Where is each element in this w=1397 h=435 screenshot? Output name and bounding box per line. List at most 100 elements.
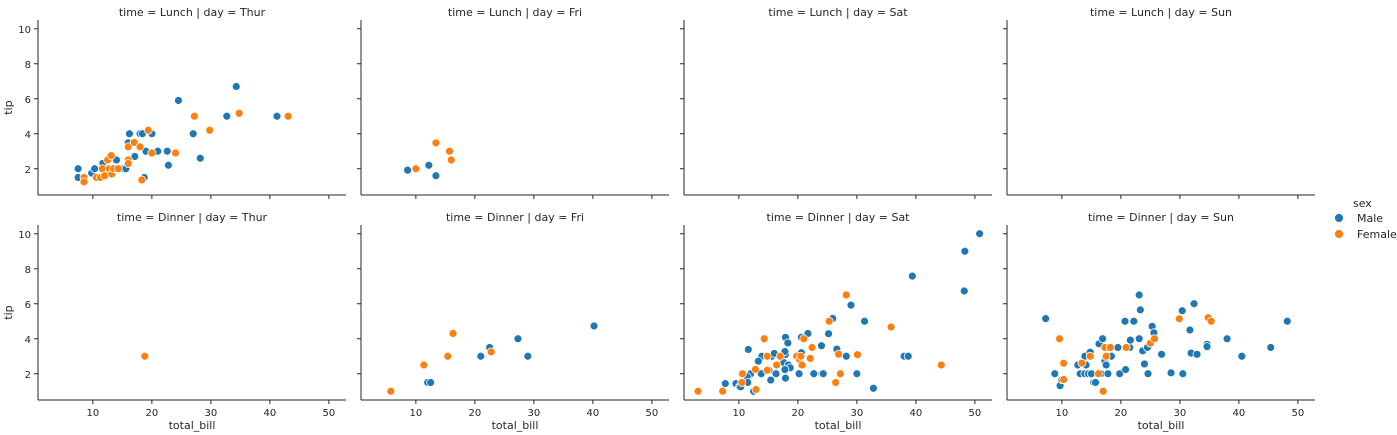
data-point-male <box>90 164 100 174</box>
data-point-male <box>817 341 826 351</box>
data-point-male <box>1103 369 1113 379</box>
y-tick-label: 8 <box>25 60 31 71</box>
data-point-female <box>1077 358 1087 368</box>
y-tick-label: 6 <box>25 95 31 106</box>
legend-marker-female <box>1334 229 1344 239</box>
data-point-male <box>852 369 862 379</box>
data-point-male <box>174 96 183 105</box>
data-point-female <box>853 350 862 360</box>
data-point-female <box>129 138 139 147</box>
data-point-female <box>140 351 150 361</box>
data-point-male <box>272 111 282 121</box>
data-point-female <box>445 146 454 156</box>
data-point-male <box>1129 316 1139 326</box>
data-point-male <box>1202 342 1212 352</box>
data-point-female <box>834 349 843 359</box>
x-tick-label: 50 <box>646 408 659 419</box>
data-point-male <box>824 329 833 339</box>
y-axis-label: tip <box>2 305 15 319</box>
data-point-female <box>831 378 841 387</box>
data-point-female <box>283 111 293 121</box>
data-point-female <box>835 369 845 379</box>
data-point-female <box>796 351 806 361</box>
x-tick-label: 20 <box>1115 408 1128 419</box>
legend-marker-male <box>1334 213 1344 223</box>
x-tick-label: 50 <box>1292 408 1305 419</box>
panel-title: time = Lunch | day = Fri <box>448 6 582 19</box>
panel-title: time = Lunch | day = Thur <box>119 6 266 19</box>
data-point-male <box>73 164 83 174</box>
data-point-male <box>1192 349 1202 359</box>
x-axis-label: total_bill <box>492 419 539 432</box>
y-tick-label: 4 <box>25 335 31 346</box>
data-point-female <box>234 108 244 118</box>
data-point-male <box>589 321 599 331</box>
data-point-male <box>1177 306 1187 316</box>
data-point-male <box>403 165 413 175</box>
data-point-male <box>163 160 173 170</box>
data-point-male <box>1157 349 1166 359</box>
data-point-male <box>771 369 781 379</box>
data-point-male <box>860 316 869 326</box>
data-point-female <box>824 316 834 326</box>
legend-title: sex <box>1353 197 1372 210</box>
data-point-male <box>222 111 232 121</box>
panel-title: time = Dinner | day = Sun <box>1088 211 1234 224</box>
x-tick-label: 20 <box>469 408 482 419</box>
data-point-male <box>1140 359 1149 369</box>
y-tick-label: 6 <box>25 300 31 311</box>
y-tick-label: 2 <box>25 165 31 176</box>
data-point-female <box>1101 351 1111 361</box>
data-point-female <box>1055 334 1064 344</box>
data-point-female <box>147 148 157 158</box>
data-point-male <box>1237 351 1247 361</box>
data-point-male <box>1189 299 1199 309</box>
data-point-male <box>766 375 776 385</box>
data-point-female <box>386 386 396 396</box>
y-tick-label: 10 <box>18 25 31 36</box>
x-tick-label: 20 <box>792 408 805 419</box>
legend-label-male: Male <box>1357 212 1383 225</box>
data-point-female <box>750 364 760 374</box>
data-point-male <box>513 334 523 344</box>
data-point-female <box>411 164 421 174</box>
data-point-female <box>762 365 772 375</box>
panel-title: time = Dinner | day = Sat <box>767 211 911 224</box>
x-tick-label: 40 <box>910 408 923 419</box>
data-point-female <box>135 142 145 152</box>
data-point-male <box>162 146 172 156</box>
data-point-male <box>424 160 434 170</box>
data-point-male <box>1120 316 1130 326</box>
data-point-female <box>759 334 769 344</box>
data-point-male <box>975 229 985 239</box>
data-point-female <box>693 386 703 396</box>
x-axis-label: total_bill <box>169 419 216 432</box>
data-point-female <box>1174 314 1184 324</box>
data-point-female <box>762 351 772 361</box>
data-point-male <box>1098 334 1107 344</box>
data-point-male <box>753 356 763 366</box>
data-point-male <box>1266 343 1276 352</box>
data-point-female <box>106 151 116 161</box>
data-point-female <box>775 351 785 361</box>
data-point-female <box>737 378 747 387</box>
data-point-male <box>1050 369 1060 379</box>
data-point-female <box>1098 386 1108 396</box>
data-point-female <box>448 329 458 338</box>
data-point-male <box>231 82 241 91</box>
data-point-female <box>886 322 896 332</box>
data-point-male <box>1222 334 1232 344</box>
legend-label-female: Female <box>1357 228 1397 241</box>
data-point-male <box>783 338 793 348</box>
x-tick-label: 40 <box>1233 408 1246 419</box>
data-point-male <box>1185 325 1195 335</box>
data-point-male <box>780 365 790 374</box>
data-point-male <box>1115 369 1125 379</box>
data-point-female <box>936 360 946 370</box>
x-tick-label: 30 <box>851 408 864 419</box>
data-point-female <box>189 111 199 121</box>
data-point-female <box>1094 369 1103 379</box>
data-point-male <box>960 246 970 256</box>
data-point-female <box>1206 316 1216 326</box>
